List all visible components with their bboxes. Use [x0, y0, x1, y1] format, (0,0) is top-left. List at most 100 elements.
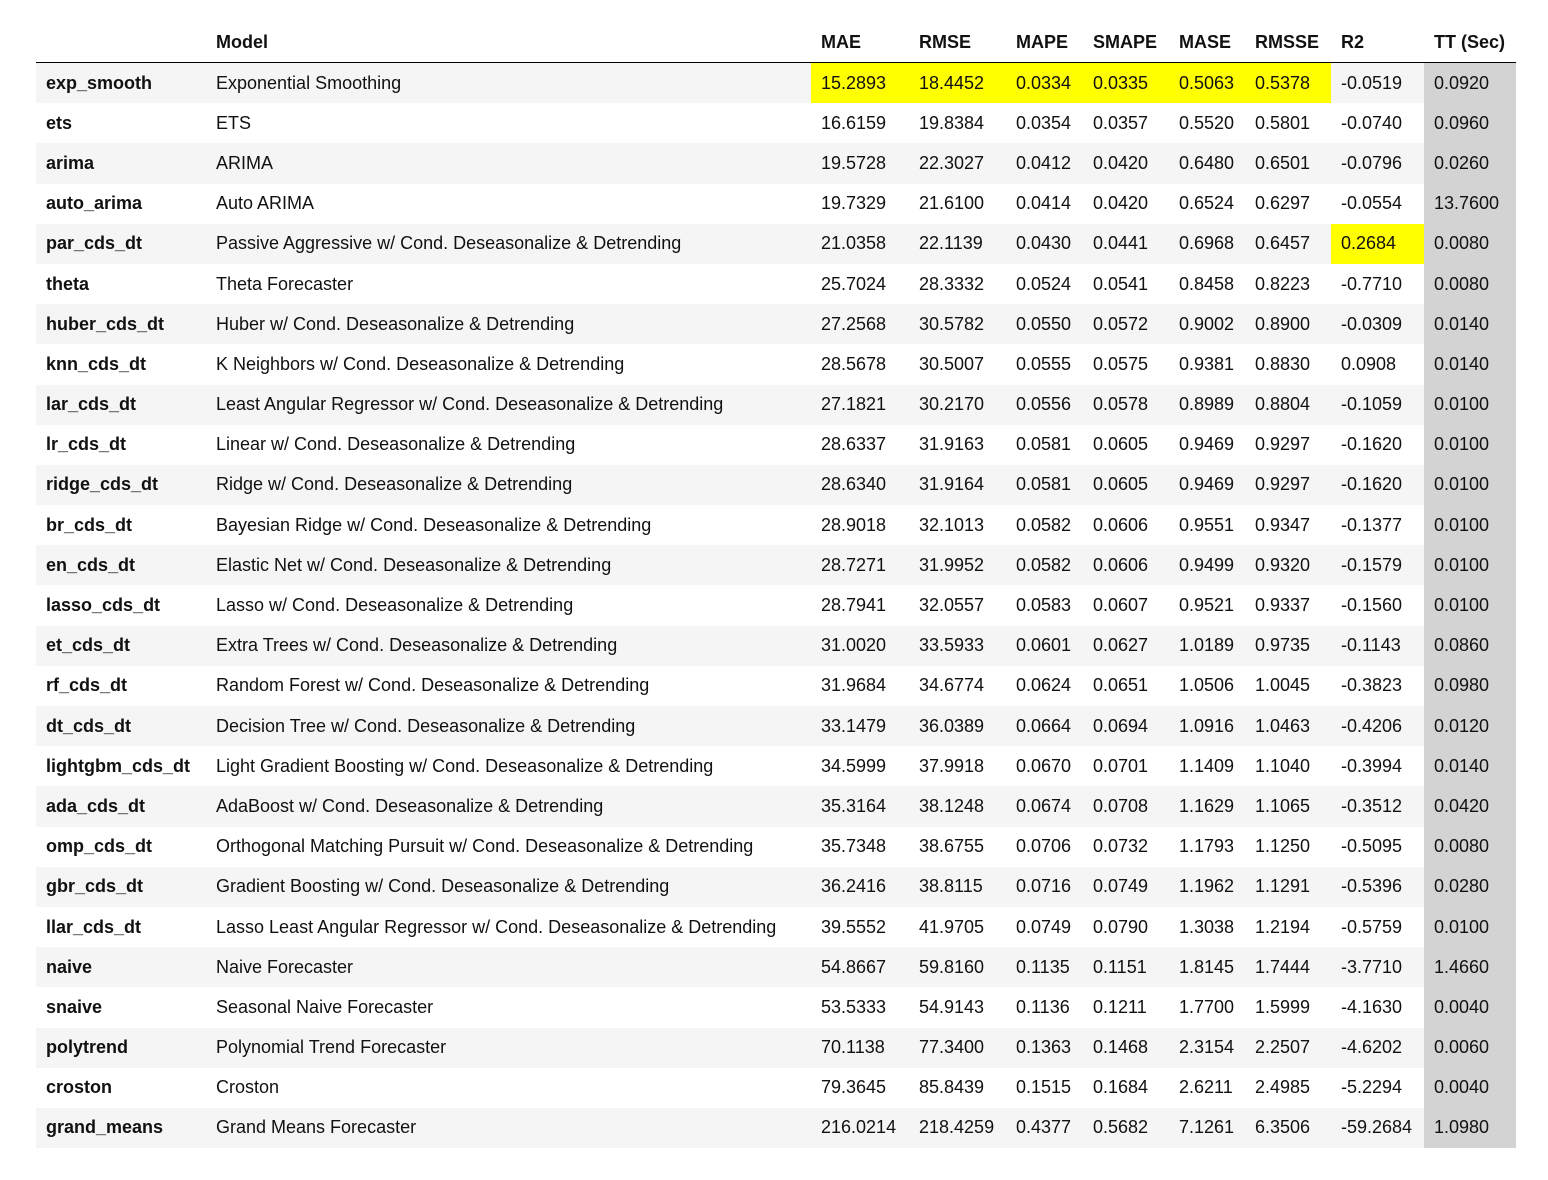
metric-cell: 0.0607: [1083, 585, 1169, 625]
metric-cell: 0.0354: [1006, 103, 1083, 143]
row-index: lightgbm_cds_dt: [36, 746, 206, 786]
metric-cell: 0.0100: [1424, 907, 1516, 947]
row-index: croston: [36, 1068, 206, 1108]
metric-cell: 0.9337: [1245, 585, 1331, 625]
metric-cell: 0.6501: [1245, 143, 1331, 183]
metric-cell: 0.9735: [1245, 626, 1331, 666]
metric-cell: 0.0357: [1083, 103, 1169, 143]
model-name: Seasonal Naive Forecaster: [206, 987, 811, 1027]
metric-cell: 0.0701: [1083, 746, 1169, 786]
column-header: MASE: [1169, 22, 1245, 63]
table-row: ridge_cds_dtRidge w/ Cond. Deseasonalize…: [36, 465, 1516, 505]
metric-cell: 0.6457: [1245, 224, 1331, 264]
metric-cell: 35.3164: [811, 786, 909, 826]
metric-cell: 1.0189: [1169, 626, 1245, 666]
table-row: et_cds_dtExtra Trees w/ Cond. Deseasonal…: [36, 626, 1516, 666]
model-name: Passive Aggressive w/ Cond. Deseasonaliz…: [206, 224, 811, 264]
metric-cell: 41.9705: [909, 907, 1006, 947]
row-index: arima: [36, 143, 206, 183]
metric-cell: 31.9684: [811, 666, 909, 706]
metric-cell: 1.1250: [1245, 827, 1331, 867]
metric-cell: -59.2684: [1331, 1108, 1424, 1148]
metric-cell: -0.1579: [1331, 545, 1424, 585]
table-row: rf_cds_dtRandom Forest w/ Cond. Deseason…: [36, 666, 1516, 706]
metric-cell: 0.1515: [1006, 1068, 1083, 1108]
metric-cell: 28.6340: [811, 465, 909, 505]
metric-cell: 0.2684: [1331, 224, 1424, 264]
metric-cell: 0.0556: [1006, 385, 1083, 425]
model-name: K Neighbors w/ Cond. Deseasonalize & Det…: [206, 344, 811, 384]
metric-cell: 1.3038: [1169, 907, 1245, 947]
metric-cell: -4.1630: [1331, 987, 1424, 1027]
metric-cell: 0.0674: [1006, 786, 1083, 826]
table-row: polytrendPolynomial Trend Forecaster70.1…: [36, 1028, 1516, 1068]
row-index: et_cds_dt: [36, 626, 206, 666]
metric-cell: 0.0627: [1083, 626, 1169, 666]
metric-cell: 0.0040: [1424, 987, 1516, 1027]
metric-cell: 0.9297: [1245, 425, 1331, 465]
metric-cell: 30.5782: [909, 304, 1006, 344]
row-index: ets: [36, 103, 206, 143]
column-header: MAE: [811, 22, 909, 63]
column-header: SMAPE: [1083, 22, 1169, 63]
model-name: Decision Tree w/ Cond. Deseasonalize & D…: [206, 706, 811, 746]
metric-cell: 0.8458: [1169, 264, 1245, 304]
metric-cell: 0.0100: [1424, 465, 1516, 505]
metric-cell: 0.0749: [1006, 907, 1083, 947]
metric-cell: 0.0550: [1006, 304, 1083, 344]
model-name: Exponential Smoothing: [206, 63, 811, 104]
model-name: Least Angular Regressor w/ Cond. Deseaso…: [206, 385, 811, 425]
metric-cell: 0.0582: [1006, 545, 1083, 585]
metric-cell: 1.0980: [1424, 1108, 1516, 1148]
column-header: R2: [1331, 22, 1424, 63]
row-index: lar_cds_dt: [36, 385, 206, 425]
column-header: TT (Sec): [1424, 22, 1516, 63]
results-table: ModelMAERMSEMAPESMAPEMASERMSSER2TT (Sec)…: [36, 22, 1516, 1148]
metric-cell: 21.0358: [811, 224, 909, 264]
metric-cell: 1.0463: [1245, 706, 1331, 746]
row-index: knn_cds_dt: [36, 344, 206, 384]
metric-cell: 22.1139: [909, 224, 1006, 264]
metric-cell: 28.6337: [811, 425, 909, 465]
row-index: br_cds_dt: [36, 505, 206, 545]
metric-cell: 39.5552: [811, 907, 909, 947]
metric-cell: 0.1468: [1083, 1028, 1169, 1068]
metric-cell: 1.1629: [1169, 786, 1245, 826]
row-index: ada_cds_dt: [36, 786, 206, 826]
metric-cell: 0.1135: [1006, 947, 1083, 987]
metric-cell: 0.0664: [1006, 706, 1083, 746]
table-row: thetaTheta Forecaster25.702428.33320.052…: [36, 264, 1516, 304]
metric-cell: -0.0554: [1331, 184, 1424, 224]
metric-cell: -0.1377: [1331, 505, 1424, 545]
table-row: lar_cds_dtLeast Angular Regressor w/ Con…: [36, 385, 1516, 425]
metric-cell: 1.2194: [1245, 907, 1331, 947]
metric-cell: 0.0605: [1083, 425, 1169, 465]
metric-cell: 0.1211: [1083, 987, 1169, 1027]
metric-cell: 0.9499: [1169, 545, 1245, 585]
row-index: lr_cds_dt: [36, 425, 206, 465]
metric-cell: 0.0541: [1083, 264, 1169, 304]
metric-cell: 2.4985: [1245, 1068, 1331, 1108]
metric-cell: 0.0335: [1083, 63, 1169, 104]
metric-cell: 79.3645: [811, 1068, 909, 1108]
metric-cell: 54.9143: [909, 987, 1006, 1027]
metric-cell: -3.7710: [1331, 947, 1424, 987]
metric-cell: 0.0716: [1006, 867, 1083, 907]
table-row: en_cds_dtElastic Net w/ Cond. Deseasonal…: [36, 545, 1516, 585]
model-name: Extra Trees w/ Cond. Deseasonalize & Det…: [206, 626, 811, 666]
metric-cell: 0.5801: [1245, 103, 1331, 143]
row-index: auto_arima: [36, 184, 206, 224]
metric-cell: 34.5999: [811, 746, 909, 786]
table-row: omp_cds_dtOrthogonal Matching Pursuit w/…: [36, 827, 1516, 867]
metric-cell: 0.0583: [1006, 585, 1083, 625]
metric-cell: 0.5378: [1245, 63, 1331, 104]
metric-cell: 0.0120: [1424, 706, 1516, 746]
row-index: en_cds_dt: [36, 545, 206, 585]
metric-cell: 1.1040: [1245, 746, 1331, 786]
table-row: ada_cds_dtAdaBoost w/ Cond. Deseasonaliz…: [36, 786, 1516, 826]
table-row: knn_cds_dtK Neighbors w/ Cond. Deseasona…: [36, 344, 1516, 384]
metric-cell: 54.8667: [811, 947, 909, 987]
column-header: RMSE: [909, 22, 1006, 63]
metric-cell: 32.1013: [909, 505, 1006, 545]
